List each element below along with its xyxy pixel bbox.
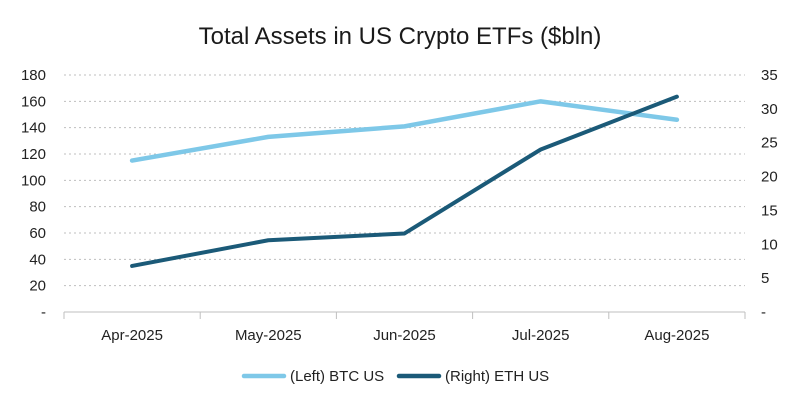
x-axis: Apr-2025 May-2025 Jun-2025 Jul-2025 Aug-2025 bbox=[63, 311, 746, 344]
left-tick-label: - bbox=[41, 304, 46, 321]
left-y-axis: - 20 40 60 80 100 120 140 160 180 bbox=[21, 67, 46, 321]
left-tick-label: 60 bbox=[29, 225, 46, 242]
grid-layer bbox=[64, 74, 745, 287]
x-tick-label: May-2025 bbox=[235, 327, 302, 344]
left-tick-label: 180 bbox=[21, 67, 46, 84]
left-tick-label: 100 bbox=[21, 172, 46, 189]
right-tick-label: 5 bbox=[761, 270, 769, 287]
x-tick-label: Jul-2025 bbox=[512, 327, 570, 344]
left-tick-label: 120 bbox=[21, 146, 46, 163]
right-tick-label: 25 bbox=[761, 135, 778, 152]
right-tick-label: - bbox=[761, 304, 766, 321]
right-tick-label: 15 bbox=[761, 202, 778, 219]
left-tick-label: 20 bbox=[29, 278, 46, 295]
eth-series-line bbox=[130, 94, 679, 268]
legend: (Left) BTC US (Right) ETH US bbox=[241, 368, 549, 385]
x-tick-label: Aug-2025 bbox=[644, 327, 709, 344]
right-tick-label: 35 bbox=[761, 67, 778, 84]
right-tick-label: 20 bbox=[761, 169, 778, 186]
legend-label: (Right) ETH US bbox=[445, 368, 549, 385]
series-layer bbox=[129, 94, 680, 268]
right-tick-label: 10 bbox=[761, 236, 778, 253]
right-y-axis: - 5 10 15 20 25 30 35 bbox=[761, 67, 778, 321]
left-tick-label: 80 bbox=[29, 199, 46, 216]
btc-series-line bbox=[129, 99, 680, 163]
left-tick-label: 160 bbox=[21, 93, 46, 110]
left-tick-label: 140 bbox=[21, 120, 46, 137]
x-tick-label: Apr-2025 bbox=[101, 327, 163, 344]
x-tick-label: Jun-2025 bbox=[373, 327, 436, 344]
left-tick-label: 40 bbox=[29, 251, 46, 268]
chart-title: Total Assets in US Crypto ETFs ($bln) bbox=[199, 23, 602, 50]
legend-label: (Left) BTC US bbox=[290, 368, 384, 385]
right-tick-label: 30 bbox=[761, 101, 778, 118]
